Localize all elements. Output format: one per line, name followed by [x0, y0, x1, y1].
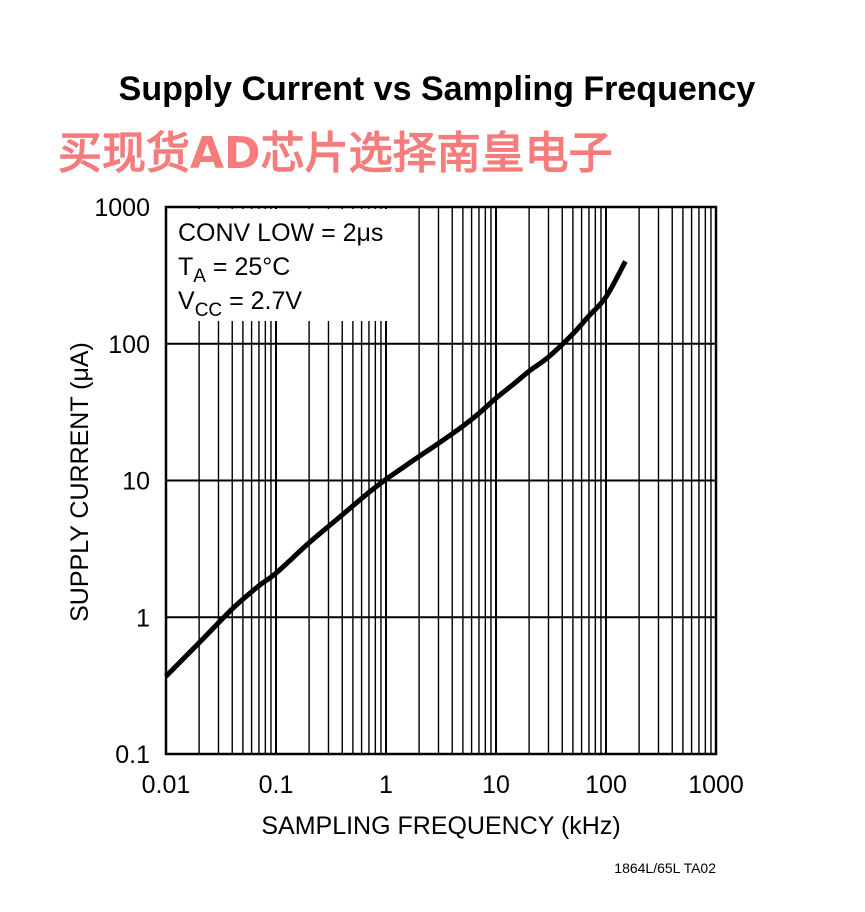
- y-tick-labels: 0.1 1 10 100 1000: [94, 194, 150, 769]
- plot-frame: [164, 205, 718, 756]
- condition-line: TA = 25°C: [178, 253, 290, 287]
- conditions-box: [167, 209, 387, 321]
- supply-current-curve: [164, 260, 628, 679]
- x-tick-label: 100: [585, 771, 627, 799]
- x-tick-labels: 0.01 0.1 1 10 100 1000: [142, 771, 744, 799]
- condition-line: CONV LOW = 2μs: [178, 219, 383, 247]
- x-tick-label: 10: [482, 771, 510, 799]
- condition-line: VCC = 2.7V: [178, 287, 302, 321]
- x-tick-label: 0.01: [142, 771, 191, 799]
- watermark-text: 买现货AD芯片选择南皇电子: [58, 128, 613, 179]
- y-tick-label: 10: [122, 468, 150, 496]
- figure-id: 1864L/65L TA02: [614, 860, 716, 876]
- y-tick-label: 1: [136, 604, 150, 632]
- chart-title: Supply Current vs Sampling Frequency: [119, 70, 756, 108]
- x-tick-label: 0.1: [259, 771, 294, 799]
- y-tick-label: 0.1: [115, 741, 150, 769]
- x-tick-label: 1000: [688, 771, 744, 799]
- y-axis-label: SUPPLY CURRENT (μA): [66, 342, 94, 622]
- y-tick-label: 1000: [94, 194, 150, 222]
- x-tick-label: 1: [379, 771, 393, 799]
- y-tick-label: 100: [108, 331, 150, 359]
- x-axis-label: SAMPLING FREQUENCY (kHz): [261, 812, 620, 840]
